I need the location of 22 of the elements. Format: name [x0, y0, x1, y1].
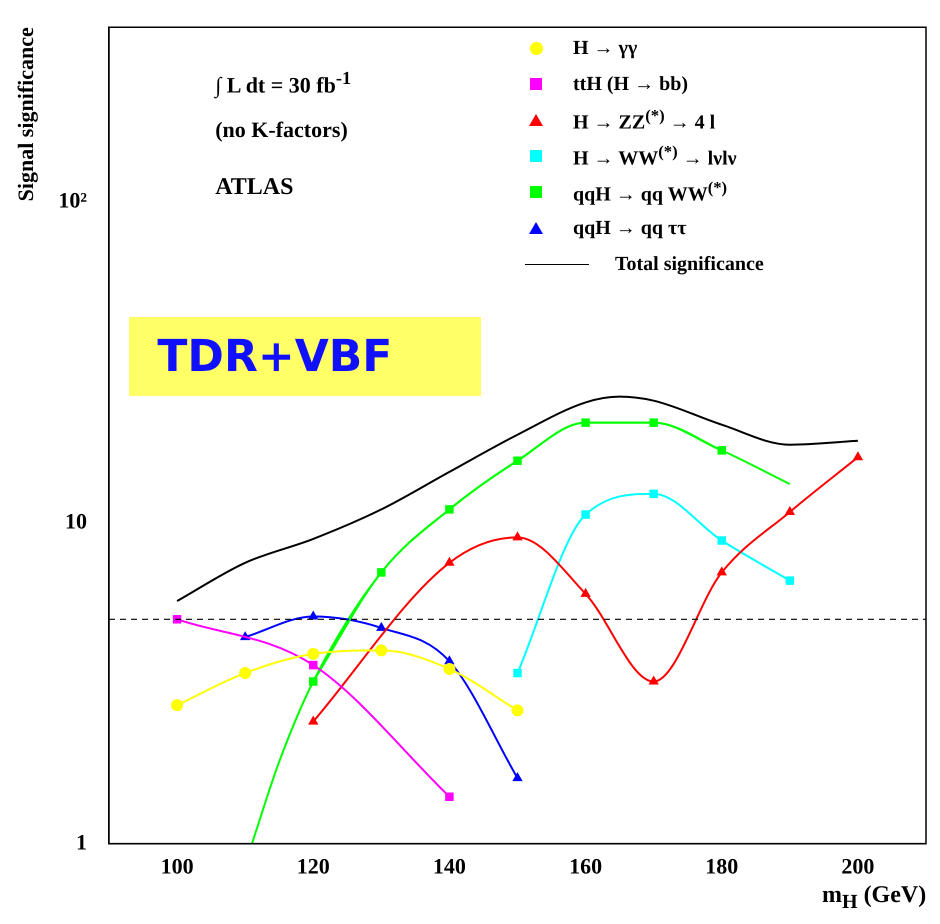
y-tick-label: 10²	[58, 187, 88, 212]
x-tick-label: 100	[160, 853, 194, 878]
y-axis-title: Signal significance	[12, 26, 38, 202]
legend-label: H → WW$^{(*)}$ → lνlν	[573, 142, 737, 170]
annotation: ∫ L dt = 30 fb$^{-1}$	[215, 68, 352, 98]
annotation: (no K-factors)	[215, 117, 348, 143]
legend-label: qqH → qq WW$^{(*)}$	[573, 178, 728, 206]
legend-label: H → γγ	[573, 36, 638, 60]
x-axis-title: m$_{H}$ (GeV)	[822, 882, 926, 914]
legend-label: Total significance	[615, 252, 764, 276]
legend-label: ttH (H → bb)	[573, 72, 688, 96]
x-tick-label: 200	[841, 853, 874, 878]
legend-label: H → ZZ$^{(*)}$ → 4 l	[573, 106, 716, 134]
x-tick-label: 180	[705, 853, 738, 878]
x-tick-label: 140	[432, 853, 466, 878]
legend-label: qqH → qq ττ	[573, 216, 686, 240]
annotation: TDR+VBF	[129, 317, 482, 396]
y-tick-label: 1	[76, 829, 87, 854]
annotation: ATLAS	[215, 174, 294, 202]
x-tick-label: 160	[569, 853, 602, 878]
y-tick-label: 10	[64, 508, 87, 534]
x-tick-label: 120	[296, 853, 330, 878]
